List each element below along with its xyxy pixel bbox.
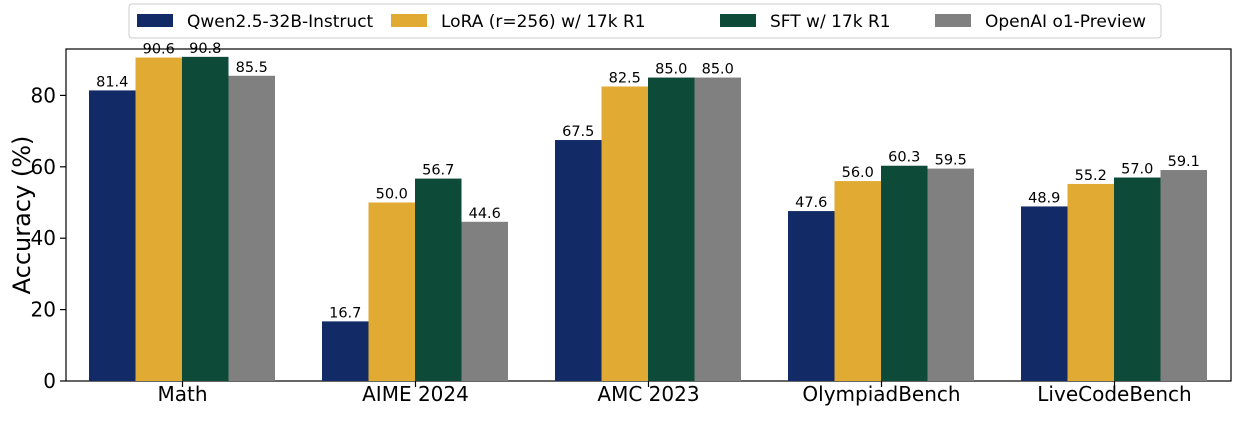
bar — [415, 178, 462, 381]
bar — [694, 77, 741, 381]
bar — [834, 181, 881, 381]
bar-value-label: 59.5 — [935, 153, 967, 169]
bar-value-label: 50.0 — [376, 187, 408, 203]
bar — [1067, 183, 1114, 381]
bar — [1021, 206, 1068, 381]
bar-group: 16.7 50.0 56.7 44.6 — [322, 163, 508, 381]
legend: Qwen2.5-32B-Instruct LoRA (r=256) w/ 17k … — [128, 3, 1162, 39]
bar — [927, 168, 974, 381]
legend-label: SFT w/ 17k R1 — [770, 12, 891, 32]
bar — [788, 211, 835, 381]
legend-entry: LoRA (r=256) w/ 17k R1 — [391, 12, 646, 32]
bar-group: 67.5 82.5 85.0 85.0 — [555, 62, 741, 381]
bars: 81.4 90.6 90.8 85.5 16.7 50.0 56.7 44.6 67.5 82.5… — [89, 41, 1207, 382]
legend-label: Qwen2.5-32B-Instruct — [187, 12, 374, 32]
bar-value-label: 81.4 — [96, 74, 128, 90]
bar-value-label: 90.8 — [189, 41, 221, 57]
legend-swatch — [391, 14, 427, 27]
x-tick-label: LiveCodeBench — [1037, 382, 1191, 406]
legend-entry: SFT w/ 17k R1 — [720, 12, 891, 32]
y-tick-label: 60 — [31, 155, 56, 179]
bar — [601, 86, 648, 381]
y-tick-label: 80 — [31, 83, 56, 107]
legend-label: OpenAI o1-Preview — [985, 12, 1146, 32]
y-axis: 0 20 40 60 80 — [31, 83, 66, 393]
bar-value-label: 44.6 — [469, 206, 501, 222]
bar-value-label: 85.0 — [655, 62, 687, 78]
legend-entry: Qwen2.5-32B-Instruct — [137, 12, 374, 32]
bar — [555, 140, 602, 381]
legend-swatch — [720, 14, 756, 27]
legend-swatch — [935, 14, 971, 27]
bar — [368, 202, 415, 381]
bar-value-label: 56.7 — [422, 163, 454, 179]
bar-value-label: 16.7 — [329, 305, 361, 321]
x-tick-label: AIME 2024 — [362, 382, 469, 406]
bar-value-label: 90.6 — [143, 42, 175, 58]
legend-box — [128, 3, 1162, 39]
bar — [89, 90, 136, 381]
bar-value-label: 60.3 — [888, 150, 920, 166]
bar — [1114, 177, 1161, 381]
y-tick-label: 40 — [31, 226, 56, 250]
bar-value-label: 56.0 — [842, 165, 874, 181]
bar — [461, 221, 508, 381]
x-tick-label: OlympiadBench — [802, 382, 960, 406]
bar-group: 47.6 56.0 60.3 59.5 — [788, 150, 974, 381]
bar-value-label: 85.0 — [702, 62, 734, 78]
legend-swatch — [137, 14, 173, 27]
bar-value-label: 85.5 — [236, 60, 268, 76]
y-axis-label: Accuracy (%) — [8, 136, 36, 295]
bar — [881, 165, 928, 381]
bar — [135, 57, 182, 381]
bar — [322, 321, 369, 381]
bar-value-label: 67.5 — [562, 124, 594, 140]
bar — [182, 56, 229, 382]
bar — [648, 77, 695, 381]
bar — [228, 75, 275, 381]
x-tick-label: Math — [157, 382, 207, 406]
bar-value-label: 57.0 — [1121, 162, 1153, 178]
bar-value-label: 55.2 — [1075, 168, 1107, 184]
bar-group: 48.9 55.2 57.0 59.1 — [1021, 154, 1207, 381]
bar-value-label: 59.1 — [1168, 154, 1200, 170]
bar-value-label: 82.5 — [609, 70, 641, 86]
y-tick-label: 0 — [43, 369, 56, 393]
x-tick-label: AMC 2023 — [597, 382, 699, 406]
y-tick-label: 20 — [31, 298, 56, 322]
bar-value-label: 48.9 — [1028, 190, 1060, 206]
x-axis: Math AIME 2024 AMC 2023 OlympiadBench LiveCo… — [157, 381, 1192, 406]
bar — [1160, 170, 1207, 381]
legend-label: LoRA (r=256) w/ 17k R1 — [441, 12, 646, 32]
legend-entry: OpenAI o1-Preview — [935, 12, 1146, 32]
bar-value-label: 47.6 — [795, 195, 827, 211]
bar-group: 81.4 90.6 90.8 85.5 — [89, 41, 275, 382]
